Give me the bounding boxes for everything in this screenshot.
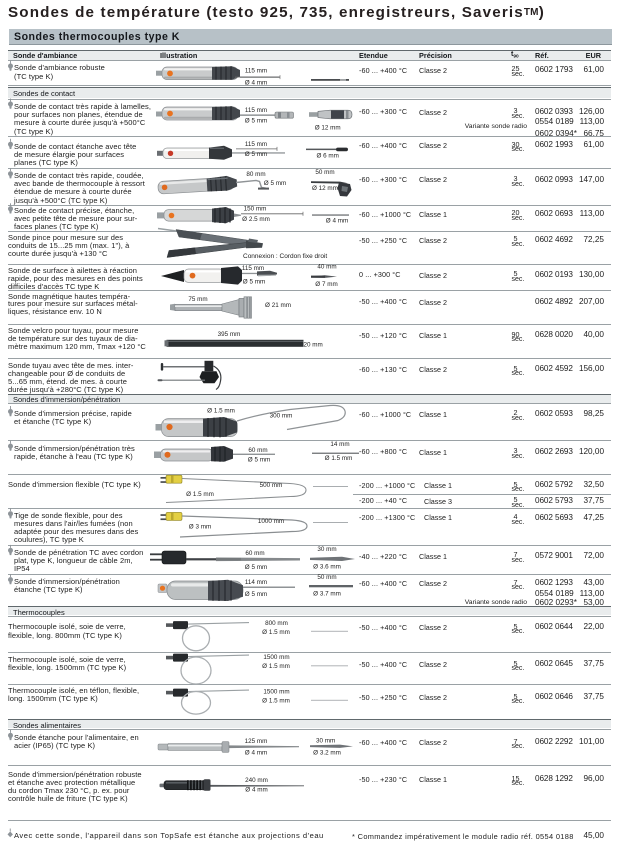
svg-text:Ø 1.5 mm: Ø 1.5 mm [262,698,290,705]
svg-text:Ø 7 mm: Ø 7 mm [315,281,337,288]
svg-text:Ø 3.7 mm: Ø 3.7 mm [313,591,341,598]
svg-text:395 mm: 395 mm [218,331,241,338]
svg-text:Ø 5 mm: Ø 5 mm [245,564,267,571]
svg-text:20 mm: 20 mm [304,341,323,348]
svg-text:Ø 12 mm: Ø 12 mm [312,185,338,192]
svg-text:30 mm: 30 mm [316,738,335,745]
svg-text:115 mm: 115 mm [242,265,264,272]
svg-text:1000 mm: 1000 mm [258,518,284,525]
svg-text:Ø 5 mm: Ø 5 mm [248,457,270,464]
svg-text:40 mm: 40 mm [317,264,336,271]
svg-text:Ø 4 mm: Ø 4 mm [245,787,267,794]
svg-text:Ø 3.2 mm: Ø 3.2 mm [313,750,341,757]
svg-text:Ø 5 mm: Ø 5 mm [264,180,286,187]
svg-text:150 mm: 150 mm [244,206,267,213]
svg-text:115 mm: 115 mm [245,68,267,75]
svg-text:Ø 5 mm: Ø 5 mm [245,591,267,598]
svg-text:60 mm: 60 mm [245,550,264,557]
svg-text:14 mm: 14 mm [330,441,349,448]
svg-text:Ø 5 mm: Ø 5 mm [243,279,265,286]
svg-text:300 mm: 300 mm [270,413,293,420]
svg-text:Ø 5 mm: Ø 5 mm [245,151,267,158]
svg-text:Ø 1.5 mm: Ø 1.5 mm [262,663,290,670]
svg-text:80 mm: 80 mm [246,171,265,178]
svg-text:1500 mm: 1500 mm [263,654,289,661]
svg-text:Ø 5 mm: Ø 5 mm [245,117,267,124]
svg-text:240 mm: 240 mm [245,777,268,784]
svg-text:Ø 1.5 mm: Ø 1.5 mm [207,408,235,415]
svg-text:Ø 4 mm: Ø 4 mm [245,750,267,757]
svg-text:Ø 6 mm: Ø 6 mm [317,153,339,160]
svg-text:50 mm: 50 mm [315,169,334,176]
svg-text:Ø 3 mm: Ø 3 mm [189,524,211,531]
svg-text:75 mm: 75 mm [188,296,207,303]
svg-text:Ø 3.6 mm: Ø 3.6 mm [313,564,341,571]
svg-text:115 mm: 115 mm [245,141,267,148]
svg-text:Ø 21 mm: Ø 21 mm [265,302,291,309]
svg-text:Ø 12 mm: Ø 12 mm [315,124,341,131]
svg-text:1500 mm: 1500 mm [263,689,289,696]
svg-text:Ø 2.5 mm: Ø 2.5 mm [242,216,270,223]
svg-text:115 mm: 115 mm [245,107,267,114]
svg-text:125 mm: 125 mm [245,738,268,745]
svg-text:Ø 4 mm: Ø 4 mm [326,218,348,225]
svg-text:Ø 1.5 mm: Ø 1.5 mm [262,629,290,636]
svg-text:114 mm: 114 mm [245,579,267,586]
svg-text:500 mm: 500 mm [260,482,283,489]
svg-text:30 mm: 30 mm [317,546,336,553]
svg-text:Ø 1.5 mm: Ø 1.5 mm [186,491,214,498]
svg-text:60 mm: 60 mm [248,447,267,454]
svg-text:Ø 1.5 mm: Ø 1.5 mm [325,455,353,462]
svg-text:50 mm: 50 mm [317,574,336,581]
svg-text:800 mm: 800 mm [265,620,288,627]
